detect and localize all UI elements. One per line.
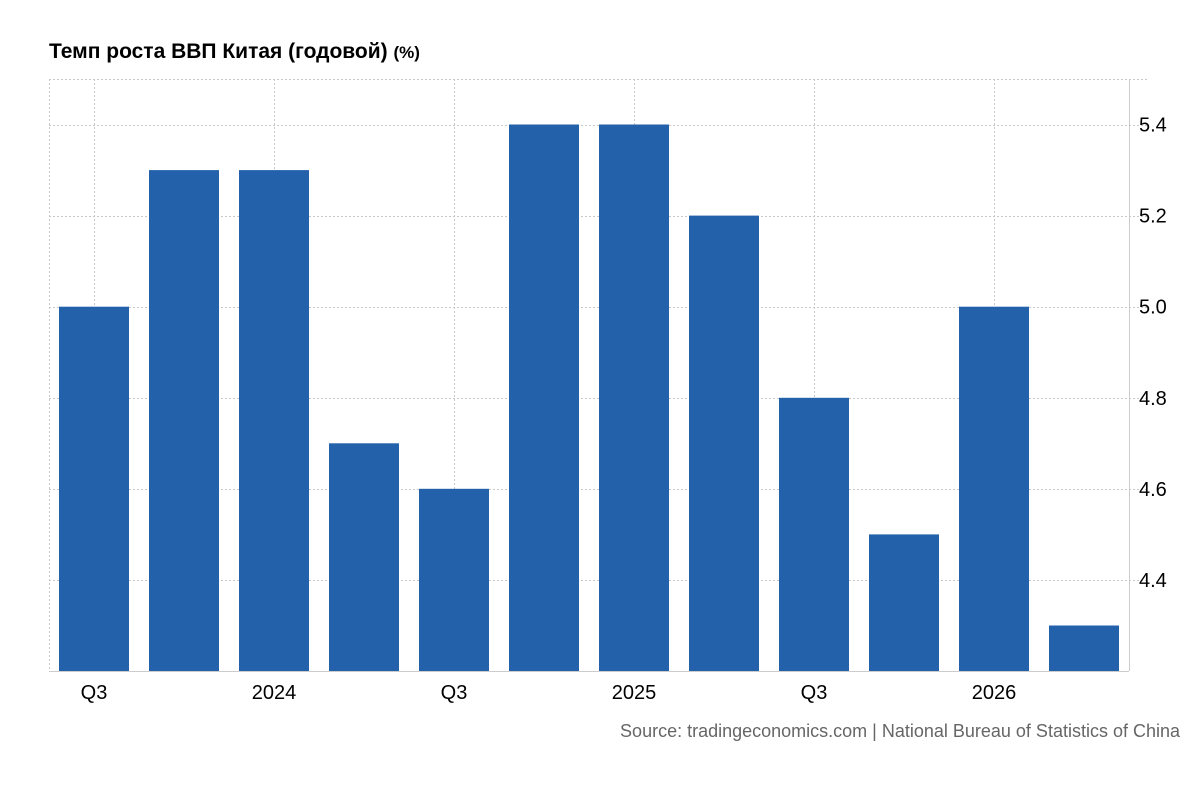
chart-title-text: Темп роста ВВП Китая (годовой)	[49, 40, 388, 63]
bar-2024-q4	[509, 124, 579, 671]
y-tick-label: 4.6	[1139, 479, 1167, 501]
y-tick-label: 5.2	[1139, 206, 1167, 228]
chart-title-unit: (%)	[393, 43, 420, 62]
bar-2025-q2	[689, 215, 759, 671]
x-tick-label: Q3	[441, 682, 468, 704]
bar-2026-q1	[959, 306, 1029, 671]
bar-2025-q3	[779, 397, 849, 671]
y-tick-label: 5.4	[1139, 115, 1167, 137]
y-tick-label: 5.0	[1139, 297, 1167, 319]
bar-2026-q2	[1049, 625, 1119, 671]
label-layer: 4.4 4.6 4.8 5.0 5.2 5.4 Q3 2024 Q3 2025 Q3 2026	[81, 115, 1167, 704]
chart-title: Темп роста ВВП Китая (годовой) (%)	[49, 40, 420, 64]
bar-layer	[59, 124, 1119, 671]
x-tick-label: Q3	[81, 682, 108, 704]
bar-2025-q1	[599, 124, 669, 671]
axis-layer	[49, 79, 1130, 672]
x-tick-label: 2024	[252, 682, 297, 704]
y-tick-label: 4.8	[1139, 388, 1167, 410]
bar-2023-q4	[149, 170, 219, 671]
bar-2024-q3	[419, 488, 489, 671]
bar-2025-q4	[869, 534, 939, 671]
bar-2023-q3	[59, 306, 129, 671]
x-tick-label: 2025	[612, 682, 657, 704]
bar-2024-q2	[329, 443, 399, 671]
y-tick-label: 4.4	[1139, 570, 1167, 592]
source-note: Source: tradingeconomics.com | National …	[620, 721, 1180, 741]
x-tick-label: Q3	[801, 682, 828, 704]
bar-2024-q1	[239, 170, 309, 671]
x-tick-label: 2026	[972, 682, 1017, 704]
